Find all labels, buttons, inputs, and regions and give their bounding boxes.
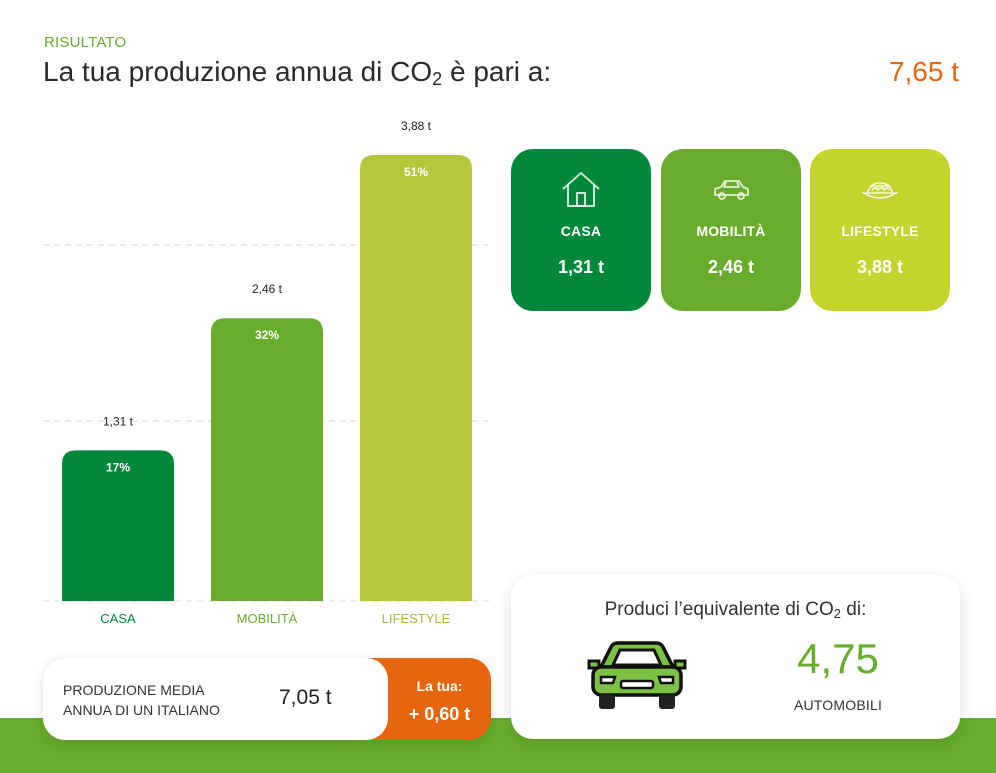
bar-1	[211, 318, 323, 601]
equivalent-unit: AUTOMOBILI	[793, 697, 883, 713]
card-lifestyle-label: LIFESTYLE	[841, 223, 919, 239]
category-label-0: CASA	[100, 611, 136, 626]
page-title: La tua produzione annua di CO2 è pari a:	[43, 56, 552, 89]
category-cards: CASA 1,31 t MOBILITÀ 2,46 t LIFESTYLE 3	[511, 149, 961, 311]
average-panel: PRODUZIONE MEDIA ANNUA DI UN ITALIANO 7,…	[43, 658, 388, 740]
card-mobilita[interactable]: MOBILITÀ 2,46 t	[661, 149, 801, 311]
car-icon	[661, 169, 801, 209]
equivalent-card: Produci l’equivalente di CO2 di: 4,75 AU…	[511, 575, 960, 739]
equivalent-number: 4,75	[797, 635, 879, 682]
bar-percent-1: 32%	[255, 328, 279, 342]
card-casa-value: 1,31 t	[557, 257, 605, 277]
co2-bar-chart: 17% 1,31 t CASA 32% 2,46 t MOBILITÀ 51% 3,88 t L…	[43, 119, 491, 626]
category-label-1: MOBILITÀ	[237, 611, 298, 626]
bar-0	[62, 450, 174, 601]
house-icon	[511, 169, 651, 209]
total-co2-value: 7,65 t	[888, 56, 959, 87]
bar-value-label-0: 1,31 t	[103, 414, 134, 428]
bar-2	[360, 155, 472, 601]
card-casa-label: CASA	[560, 223, 602, 239]
bar-value-label-1: 2,46 t	[252, 282, 283, 296]
food-bowl-icon	[810, 169, 950, 209]
average-label: PRODUZIONE MEDIA ANNUA DI UN ITALIANO	[63, 682, 220, 718]
card-lifestyle-value: 3,88 t	[856, 257, 904, 277]
result-eyebrow: RISULTATO	[44, 34, 127, 51]
bar-percent-0: 17%	[106, 460, 130, 474]
equivalent-title: Produci l’equivalente di CO2 di:	[604, 599, 867, 621]
average-value: 7,05 t	[279, 686, 332, 709]
bar-value-label-2: 3,88 t	[401, 119, 432, 133]
category-label-2: LIFESTYLE	[382, 611, 451, 626]
your-diff-label: La tua:	[416, 678, 463, 694]
your-diff-value: + 0,60 t	[408, 704, 471, 724]
card-mobilita-label: MOBILITÀ	[696, 223, 766, 239]
card-lifestyle[interactable]: LIFESTYLE 3,88 t	[810, 149, 950, 311]
average-comparison: PRODUZIONE MEDIA ANNUA DI UN ITALIANO 7,…	[43, 658, 491, 740]
bar-percent-2: 51%	[404, 165, 428, 179]
card-casa[interactable]: CASA 1,31 t	[511, 149, 651, 311]
car-icon	[587, 641, 687, 709]
card-mobilita-value: 2,46 t	[707, 257, 755, 277]
